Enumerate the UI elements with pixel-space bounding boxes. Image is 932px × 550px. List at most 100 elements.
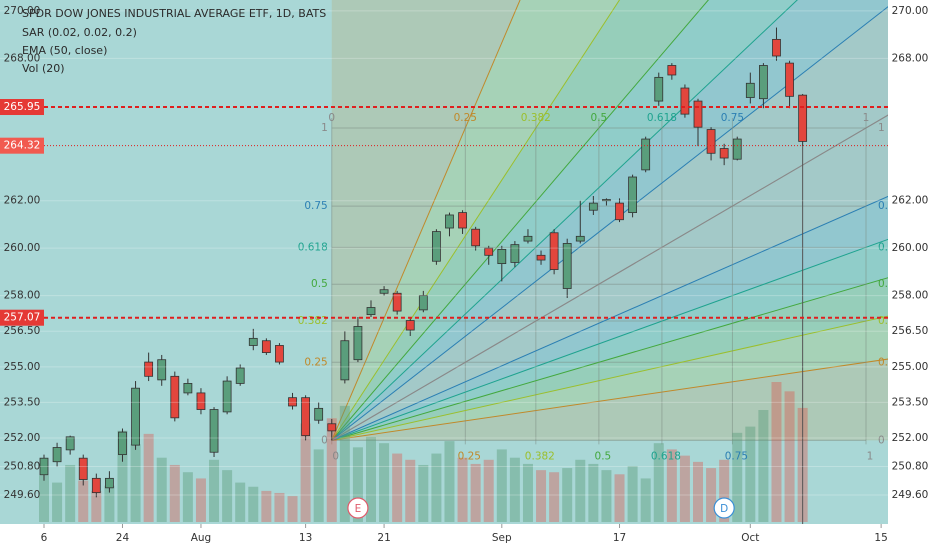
volume-bar <box>104 485 115 522</box>
price-line-tag <box>0 137 44 154</box>
volume-bar <box>732 432 743 522</box>
fan-level-label: 1 <box>867 450 874 462</box>
fan-level-label: 0.5 <box>595 450 612 462</box>
candle-body <box>431 231 441 262</box>
candle-body <box>693 100 703 128</box>
fan-level-label: 0.25 <box>304 356 327 368</box>
volume-bar <box>65 464 76 522</box>
volume-bar <box>627 466 638 522</box>
candles <box>39 27 808 498</box>
candle-body <box>641 138 651 171</box>
volume-bar <box>392 453 403 522</box>
fan-line <box>331 277 888 441</box>
fan-level-label: 0.618 <box>647 112 677 124</box>
candle-body <box>575 235 585 242</box>
y-tick-label: 260.00 <box>4 242 41 254</box>
volume-bar <box>575 459 586 522</box>
candle-body <box>366 307 376 316</box>
fan-level-label: 0.5 <box>311 278 328 290</box>
volume-bar <box>195 478 206 522</box>
fan-level-label: 0.75 <box>725 450 748 462</box>
volume-bar <box>182 472 193 522</box>
volume-bar <box>758 410 769 522</box>
volume-bar <box>39 475 49 522</box>
candle-body <box>405 320 415 331</box>
volume-bar <box>143 433 154 522</box>
candle-body <box>706 129 716 154</box>
candle-body <box>209 409 219 453</box>
fan-level-label: 0.5 <box>591 112 608 124</box>
volume-bar <box>169 464 180 522</box>
x-tick-label: 17 <box>613 532 626 544</box>
candle-body <box>52 447 62 463</box>
fan-line <box>331 0 521 441</box>
candle-body <box>288 397 297 407</box>
volume-bar <box>91 490 102 522</box>
fan-fill <box>331 0 888 441</box>
candle-body <box>392 292 402 312</box>
price-line-tag <box>0 99 44 116</box>
candle-body <box>602 199 611 202</box>
volume-bar <box>457 457 468 522</box>
y-tick-label: 255.00 <box>892 361 929 373</box>
volume-bar <box>326 418 337 522</box>
candle-body <box>183 383 193 394</box>
candle-body <box>667 65 677 76</box>
candle-body <box>157 359 167 381</box>
volume-bar <box>679 455 690 522</box>
candle-body <box>719 148 729 159</box>
y-tick-label: 250.80 <box>4 460 41 472</box>
candle-body <box>458 212 467 229</box>
candle-body <box>144 361 154 377</box>
y-tick-label: 252.00 <box>4 432 41 444</box>
fan-line <box>331 195 888 441</box>
candle-body <box>484 247 494 256</box>
candle-body <box>353 326 363 361</box>
candle-body <box>785 62 794 97</box>
candle-body <box>65 436 75 451</box>
candle-body <box>536 254 546 261</box>
candle-body <box>510 244 520 263</box>
volume-bar <box>418 464 429 522</box>
y-tick-label: 268.00 <box>4 52 41 64</box>
fan-level-label: 0 <box>332 450 339 462</box>
candle-body <box>471 228 481 247</box>
volume-bar <box>405 459 416 522</box>
indicator-label: EMA (50, close) <box>22 44 107 57</box>
candle-body <box>549 232 559 270</box>
gann-fan <box>331 0 888 445</box>
fan-level-label: 0.382 <box>525 450 555 462</box>
volume-bar <box>549 472 560 522</box>
fan-line <box>331 0 798 441</box>
x-tick-label: Sep <box>492 532 512 544</box>
event-marker <box>347 497 369 519</box>
candle-body <box>798 94 808 142</box>
volume-bar <box>614 474 625 522</box>
y-tick-label: 255.00 <box>4 361 41 373</box>
volume-bar <box>719 459 730 522</box>
candle-body <box>523 235 533 242</box>
candle-body <box>759 65 768 100</box>
volume-bar <box>209 459 220 522</box>
y-tick-label: 249.60 <box>4 489 41 501</box>
candle-body <box>275 345 284 363</box>
volume-bar <box>640 478 651 522</box>
y-tick-label: 268.00 <box>892 52 929 64</box>
y-tick-label: 270.00 <box>4 5 41 17</box>
x-tick-label: 6 <box>41 532 48 544</box>
fan-line <box>331 114 888 441</box>
fan-level-label: 1 <box>321 122 328 134</box>
y-tick-label: 253.50 <box>892 396 929 408</box>
fan-level-label: 0.25 <box>454 112 477 124</box>
volume-bar <box>130 444 141 522</box>
volume-bar <box>745 426 756 522</box>
price-line-label: 264.32 <box>4 140 41 152</box>
x-tick-label: 13 <box>299 532 312 544</box>
candle-body <box>745 82 755 98</box>
candle-body <box>235 367 245 384</box>
fan-level-label: 1 <box>878 122 885 134</box>
candle-body <box>562 243 572 289</box>
volume-bar <box>379 443 390 522</box>
volume-bar <box>222 470 233 522</box>
y-tick-label: 262.00 <box>892 195 929 207</box>
